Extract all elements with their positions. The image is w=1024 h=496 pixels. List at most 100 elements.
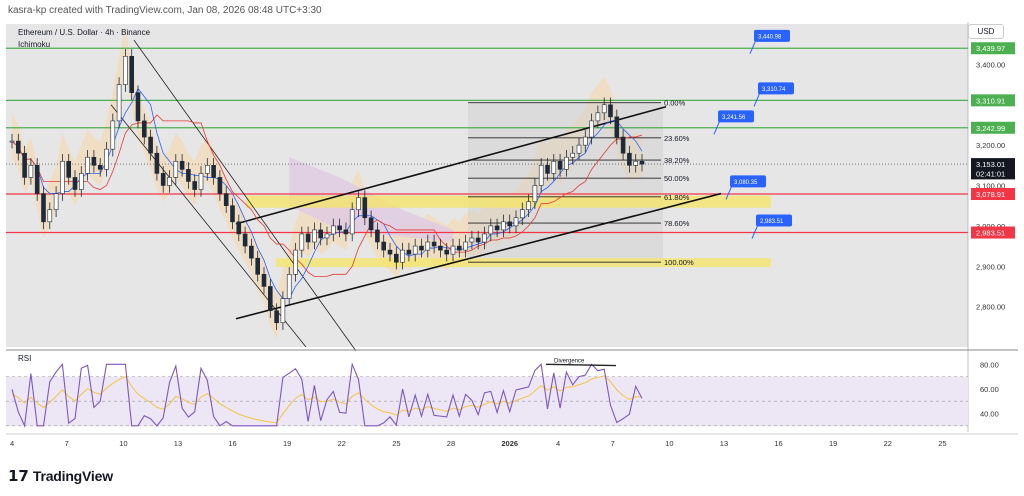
candle-body-15 xyxy=(104,148,109,170)
candle-body-81 xyxy=(519,209,525,219)
candle-body-18 xyxy=(123,55,128,85)
rsi-line xyxy=(11,362,643,428)
down-channel-upper xyxy=(133,39,357,352)
attribution-text: kasra-kp created with TradingView.com, J… xyxy=(8,5,322,16)
candle-body-96 xyxy=(614,116,620,138)
callout-box-3 xyxy=(730,175,766,188)
chart-frame[interactable]: 0.00% 23.60% 38.20% 50.00% 61.80% 78.60% 100.0… xyxy=(6,22,1018,452)
time-tick-3: 13 xyxy=(174,439,182,448)
fib-label-3: 50.00% xyxy=(664,174,690,183)
candle-body-19 xyxy=(129,55,134,93)
price-label-bg-5 xyxy=(971,188,1015,201)
candle-body-86 xyxy=(551,160,557,174)
callout-pointer-1 xyxy=(753,92,761,107)
price-tick-5: 2,800.00 xyxy=(976,303,1005,312)
candle-body-76 xyxy=(488,225,494,235)
candle-body-39 xyxy=(255,257,260,275)
candle-body-97 xyxy=(620,136,626,154)
candle-body-42 xyxy=(274,310,279,324)
candle-body-38 xyxy=(249,245,254,259)
candle-body-78 xyxy=(501,221,506,231)
candle-body-30 xyxy=(198,173,204,190)
price-label-3: 3,153.01 xyxy=(976,160,1005,169)
rsi-tick-1: 60.00 xyxy=(980,385,999,394)
callout-text-2: 3,241.56 xyxy=(722,115,746,121)
time-tick-12: 10 xyxy=(665,439,673,448)
candle-body-69 xyxy=(444,249,450,255)
time-tick-9: 2026 xyxy=(501,439,518,448)
candle-body-25 xyxy=(167,177,172,186)
currency-label: USD xyxy=(977,27,995,36)
candle-body-43 xyxy=(280,298,286,324)
candle-body-8 xyxy=(60,160,65,194)
candle-body-32 xyxy=(211,165,216,178)
divergence-line xyxy=(545,363,617,367)
candle-body-58 xyxy=(375,229,380,243)
callout-pointer-4 xyxy=(751,224,759,239)
candle-body-79 xyxy=(507,221,513,227)
candle-body-73 xyxy=(469,237,475,243)
indicator-legend: Ichimoku xyxy=(18,40,50,49)
candle-body-50 xyxy=(324,233,330,239)
candle-body-11 xyxy=(79,173,84,190)
candle-body-16 xyxy=(110,120,116,150)
candle-body-54 xyxy=(349,209,355,235)
support-zone-upper xyxy=(246,195,771,208)
price-label-bg-0 xyxy=(971,42,1015,55)
price-chart[interactable]: 0.00% 23.60% 38.20% 50.00% 61.80% 78.60% 100.0… xyxy=(6,22,1018,452)
time-tick-1: 7 xyxy=(65,439,69,448)
candle-body-27 xyxy=(179,160,185,170)
rsi-legend: RSI xyxy=(18,354,31,363)
time-tick-16: 22 xyxy=(884,439,892,448)
callout-pointer-0 xyxy=(749,39,757,55)
candle-body-74 xyxy=(475,237,481,243)
candle-body-44 xyxy=(286,274,292,299)
rsi-title: RSI xyxy=(18,354,32,363)
currency-button[interactable]: USD xyxy=(968,24,1004,39)
candle-body-47 xyxy=(305,233,311,243)
fib-retracement-zone xyxy=(468,102,663,263)
candle-body-13 xyxy=(91,156,97,166)
attribution-bar: kasra-kp created with TradingView.com, J… xyxy=(0,0,1024,22)
candle-body-80 xyxy=(513,217,519,227)
time-tick-15: 19 xyxy=(829,439,837,448)
up-channel-lower xyxy=(235,192,722,320)
candle-body-33 xyxy=(217,177,223,194)
candle-body-70 xyxy=(450,245,456,255)
candle-body-77 xyxy=(494,225,500,231)
callout-text-1: 3,310.74 xyxy=(762,87,786,93)
candle-body-66 xyxy=(425,241,431,251)
candle-body-82 xyxy=(526,201,531,211)
price-label-0: 3,439.97 xyxy=(976,44,1005,53)
symbol-legend: Ethereum / U.S. Dollar · 4h · Binance xyxy=(18,28,150,37)
candle-body-53 xyxy=(343,229,349,235)
time-tick-11: 7 xyxy=(611,439,615,448)
down-channel-lower xyxy=(110,104,307,348)
candle-body-87 xyxy=(557,160,563,170)
time-tick-5: 19 xyxy=(283,439,291,448)
candle-body-0 xyxy=(9,140,15,143)
callout-text-0: 3,440.98 xyxy=(758,34,782,40)
candle-body-99 xyxy=(633,160,639,166)
candle-body-100 xyxy=(639,160,645,165)
candle-body-10 xyxy=(72,177,78,190)
candle-body-90 xyxy=(576,144,582,154)
tradingview-logo-icon: 17 xyxy=(8,467,29,485)
callout-box-4 xyxy=(756,214,792,227)
candle-body-3 xyxy=(28,165,34,178)
candle-body-92 xyxy=(589,120,594,138)
candle-body-72 xyxy=(463,241,468,251)
time-tick-0: 4 xyxy=(10,439,14,448)
callout-pointer-2 xyxy=(713,120,721,135)
candle-body-31 xyxy=(205,165,210,174)
candle-body-75 xyxy=(482,233,487,243)
footer-brand: 17 TradingView xyxy=(8,466,113,486)
candle-body-68 xyxy=(438,245,443,251)
kijun-line xyxy=(11,114,643,277)
time-tick-6: 22 xyxy=(338,439,346,448)
candle-body-4 xyxy=(34,165,40,194)
price-tick-2: 3,100.00 xyxy=(976,182,1005,191)
time-tick-17: 25 xyxy=(938,439,946,448)
price-label-bg-1 xyxy=(971,94,1015,107)
candle-body-2 xyxy=(22,152,27,178)
